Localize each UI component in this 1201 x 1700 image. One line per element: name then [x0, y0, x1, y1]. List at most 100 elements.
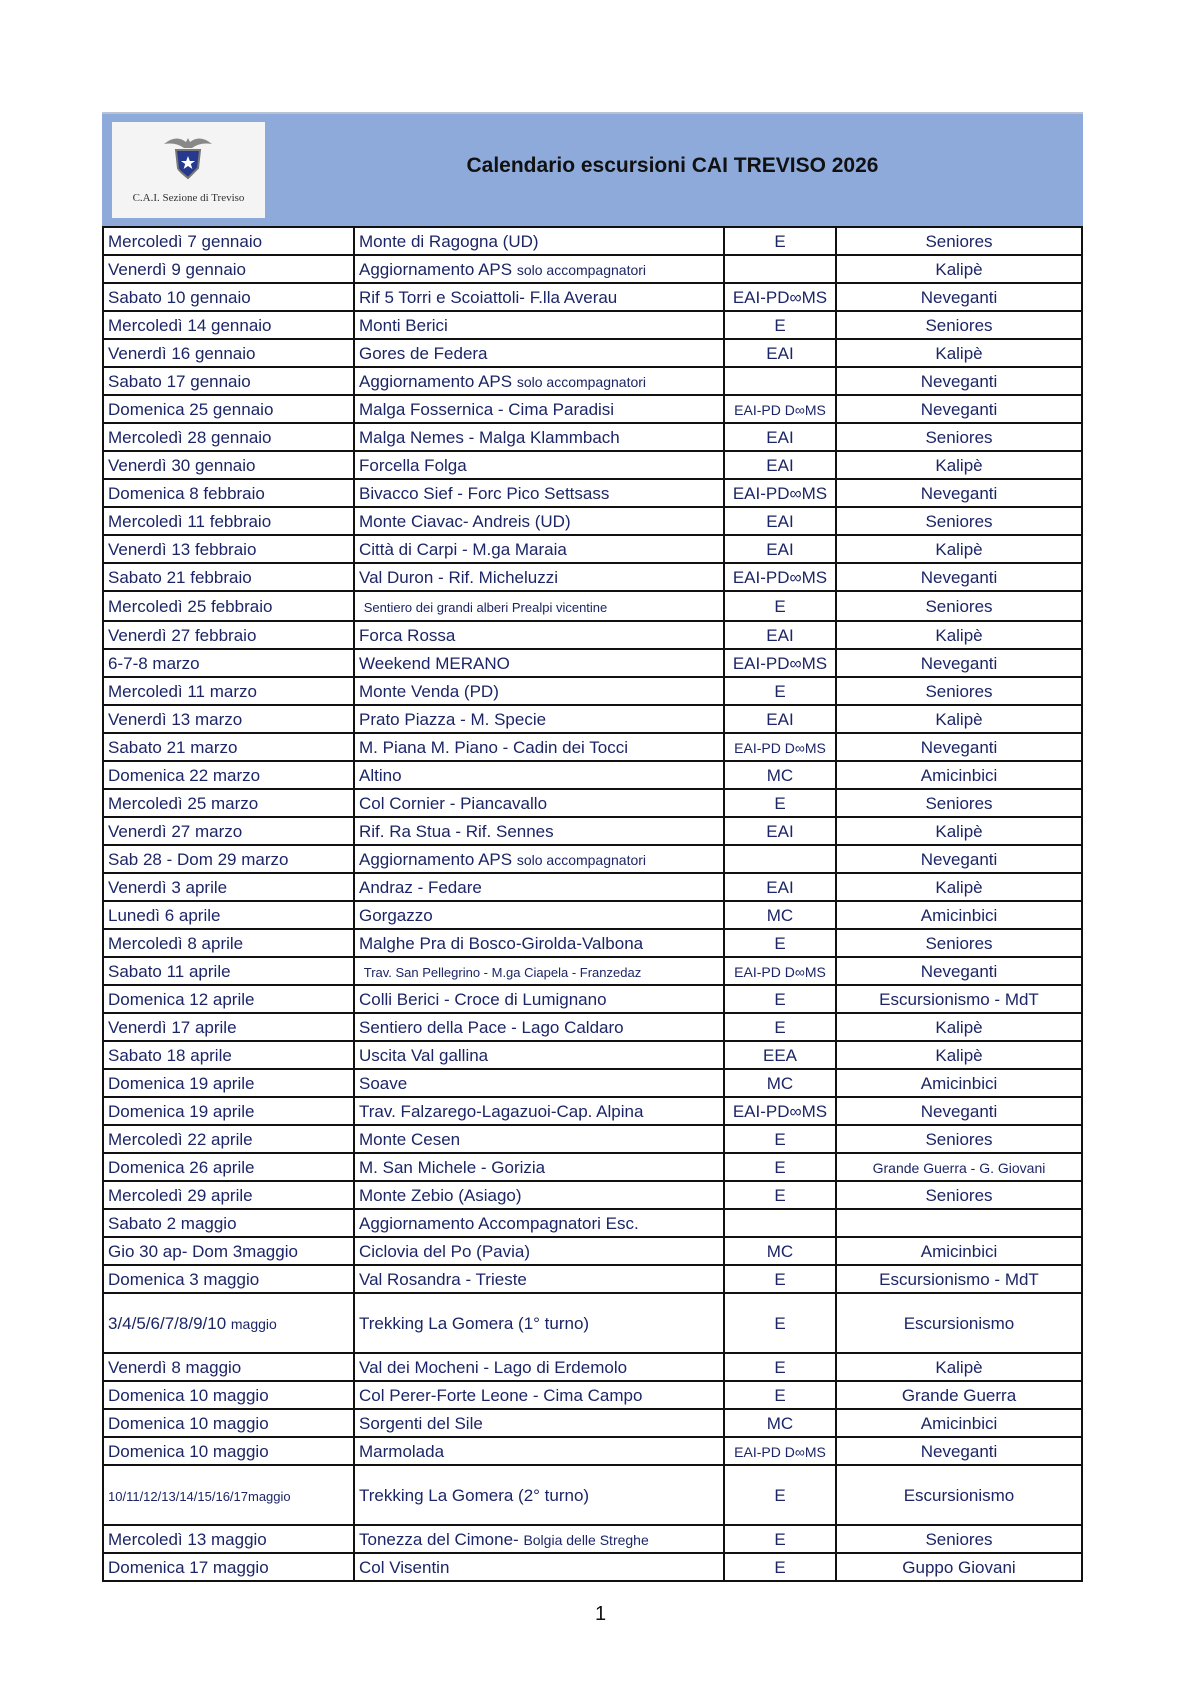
date-text: Mercoledì 11 febbraio: [108, 511, 272, 531]
group-cell: Amicinbici: [835, 900, 1083, 930]
date-cell: Venerdì 27 marzo: [102, 816, 355, 846]
date-cell: Domenica 17 maggio: [102, 1552, 355, 1582]
logo-text: C.A.I. Sezione di Treviso: [132, 192, 245, 204]
date-text: Domenica 10 maggio: [108, 1413, 269, 1433]
activity-cell: Col Perer-Forte Leone - Cima Campo: [353, 1380, 725, 1410]
group-text: Kalipè: [935, 343, 983, 363]
difficulty-text: E: [774, 1157, 786, 1177]
page-number: 1: [594, 1603, 607, 1625]
group-cell: Seniores: [835, 1124, 1083, 1154]
activity-text: Monte Venda (PD): [359, 681, 499, 701]
difficulty-text: E: [774, 793, 786, 813]
date-text: Sabato 17 gennaio: [108, 371, 251, 391]
activity-text: Gores de Federa: [359, 343, 488, 363]
group-cell: Escursionismo: [835, 1292, 1083, 1354]
date-text: Domenica 10 maggio: [108, 1385, 269, 1405]
activity-text: Ciclovia del Po (Pavia): [359, 1241, 531, 1261]
group-text: Grande Guerra - G. Giovani: [872, 1159, 1046, 1176]
difficulty-text: EAI-PD∞MS: [732, 287, 828, 307]
difficulty-text: EAI-PD D∞MS: [734, 963, 826, 980]
activity-text: Malghe Pra di Bosco-Girolda-Valbona: [359, 933, 644, 953]
date-text: Sabato 18 aprile: [108, 1045, 232, 1065]
activity-note: solo accompagnatori: [516, 261, 647, 278]
date-text: Venerdì 8 maggio: [108, 1357, 242, 1377]
difficulty-cell: EAI: [723, 534, 837, 564]
table-row: Domenica 22 marzo Altino MC Amicinbici: [102, 760, 1083, 790]
activity-cell: Marmolada: [353, 1436, 725, 1466]
group-text: Escursionismo: [903, 1313, 1015, 1333]
activity-cell: Weekend MERANO: [353, 648, 725, 678]
date-text: Venerdì 13 febbraio: [108, 539, 257, 559]
table-row: Mercoledì 25 febbraio Sentiero dei grand…: [102, 590, 1083, 622]
activity-cell: M. San Michele - Gorizia: [353, 1152, 725, 1182]
group-text: Neveganti: [920, 287, 998, 307]
group-text: Amicinbici: [920, 905, 998, 925]
group-cell: Kalipè: [835, 1352, 1083, 1382]
table-row: Sabato 21 marzo M. Piana M. Piano - Cadin…: [102, 732, 1083, 762]
difficulty-cell: EAI: [723, 506, 837, 536]
date-text: Venerdì 3 aprile: [108, 877, 228, 897]
group-text: Amicinbici: [920, 765, 998, 785]
difficulty-cell: E: [723, 1524, 837, 1554]
activity-text: Marmolada: [359, 1441, 445, 1461]
difficulty-cell: EAI-PD D∞MS: [723, 394, 837, 424]
date-text: Sabato 21 marzo: [108, 737, 238, 757]
activity-note: Trav. San Pellegrino - M.ga Ciapela - Fr…: [363, 964, 642, 980]
table-row: 10/11/12/13/14/15/16/17maggio Trekking La…: [102, 1464, 1083, 1526]
activity-cell: Trav. Falzarego-Lagazuoi-Cap. Alpina: [353, 1096, 725, 1126]
activity-text: Soave: [359, 1073, 408, 1093]
activity-text: Uscita Val gallina: [359, 1045, 489, 1065]
activity-cell: Col Cornier - Piancavallo: [353, 788, 725, 818]
group-text: Seniores: [925, 231, 993, 251]
table-row: 3/4/5/6/7/8/9/10 maggio Trekking La Gomer…: [102, 1292, 1083, 1354]
activity-cell: Altino: [353, 760, 725, 790]
group-cell: Amicinbici: [835, 1236, 1083, 1266]
group-cell: Neveganti: [835, 366, 1083, 396]
group-text: Guppo Giovani: [902, 1557, 1016, 1577]
activity-cell: Malghe Pra di Bosco-Girolda-Valbona: [353, 928, 725, 958]
group-cell: Amicinbici: [835, 760, 1083, 790]
date-cell: Domenica 12 aprile: [102, 984, 355, 1014]
difficulty-cell: EAI: [723, 816, 837, 846]
difficulty-cell: EAI: [723, 450, 837, 480]
difficulty-cell: E: [723, 1552, 837, 1582]
table-row: Mercoledì 28 gennaio Malga Nemes - Malga …: [102, 422, 1083, 452]
date-cell: Mercoledì 22 aprile: [102, 1124, 355, 1154]
group-cell: Kalipè: [835, 704, 1083, 734]
difficulty-cell: E: [723, 1152, 837, 1182]
group-cell: Escursionismo - MdT: [835, 1264, 1083, 1294]
difficulty-cell: MC: [723, 1408, 837, 1438]
date-text: Domenica 10 maggio: [108, 1441, 269, 1461]
activity-text: Col Visentin: [359, 1557, 450, 1577]
difficulty-text: EAI: [766, 455, 794, 475]
group-cell: Kalipè: [835, 816, 1083, 846]
table-row: Mercoledì 7 gennaio Monte di Ragogna (UD)…: [102, 226, 1083, 256]
date-cell: Venerdì 9 gennaio: [102, 254, 355, 284]
table-row: Mercoledì 11 febbraio Monte Ciavac- Andre…: [102, 506, 1083, 536]
table-row: Domenica 10 maggio Marmolada EAI-PD D∞MS Ne…: [102, 1436, 1083, 1466]
date-text: Mercoledì 7 gennaio: [108, 231, 263, 251]
date-cell: Sabato 10 gennaio: [102, 282, 355, 312]
activity-text: Bivacco Sief - Forc Pico Settsass: [359, 483, 610, 503]
activity-cell: Gores de Federa: [353, 338, 725, 368]
difficulty-text: EAI: [766, 539, 794, 559]
difficulty-text: E: [774, 1357, 786, 1377]
difficulty-text: MC: [766, 1413, 794, 1433]
date-cell: Domenica 19 aprile: [102, 1068, 355, 1098]
activity-text: Aggiornamento APS: [359, 371, 513, 391]
activity-text: Monte di Ragogna (UD): [359, 231, 539, 251]
difficulty-text: E: [774, 681, 786, 701]
activity-cell: Monte Ciavac- Andreis (UD): [353, 506, 725, 536]
difficulty-cell: EAI: [723, 872, 837, 902]
activity-text: Forca Rossa: [359, 625, 456, 645]
eagle-shield-icon: [164, 138, 212, 180]
difficulty-text: E: [774, 1313, 786, 1333]
group-cell: Kalipè: [835, 338, 1083, 368]
activity-cell: Colli Berici - Croce di Lumignano: [353, 984, 725, 1014]
date-text: Sabato 2 maggio: [108, 1213, 237, 1233]
cai-logo: C.A.I. Sezione di Treviso: [112, 122, 265, 218]
group-text: Amicinbici: [920, 1413, 998, 1433]
table-row: Venerdì 30 gennaio Forcella Folga EAI Kalip…: [102, 450, 1083, 480]
date-cell: Venerdì 13 marzo: [102, 704, 355, 734]
group-cell: [835, 1208, 1083, 1238]
